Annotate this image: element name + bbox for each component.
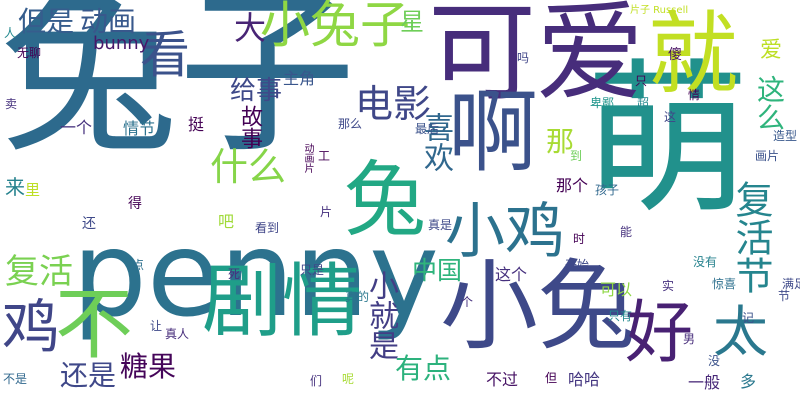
cloud-word: 啊: [448, 80, 538, 185]
cloud-word: 没有: [693, 255, 718, 269]
cloud-word: 鸡: [2, 293, 61, 361]
cloud-word: 复活: [5, 252, 73, 292]
cloud-word: 那个: [556, 176, 589, 195]
cloud-word: 工: [318, 149, 331, 163]
cloud-word: 小兔子: [260, 0, 410, 54]
cloud-word: 最后: [415, 122, 440, 136]
cloud-word: 片: [320, 205, 333, 219]
cloud-word: 时: [573, 232, 586, 246]
cloud-word: 还是: [60, 359, 117, 392]
cloud-word: 男: [683, 332, 696, 346]
cloud-word: 萌: [585, 44, 750, 236]
cloud-word: 动画片: [302, 143, 313, 173]
cloud-word: 片子 Russell: [630, 5, 689, 16]
cloud-word: 一个: [60, 118, 93, 137]
cloud-word: 能: [620, 225, 633, 239]
cloud-word: 给事: [230, 76, 283, 106]
cloud-word: 实: [662, 279, 675, 293]
cloud-word: 好: [625, 294, 694, 373]
cloud-word: 来: [5, 175, 25, 199]
cloud-word: 到: [570, 149, 583, 163]
cloud-word: 挺: [188, 115, 205, 134]
cloud-word: 只: [635, 74, 648, 88]
cloud-word: 可以: [600, 280, 633, 299]
cloud-word: penny: [72, 205, 439, 343]
cloud-word: 太: [713, 300, 769, 364]
cloud-word: 孩子: [595, 183, 620, 197]
cloud-word: 傻: [668, 47, 682, 63]
cloud-word: 情节: [123, 119, 156, 138]
cloud-word: 故事: [237, 105, 262, 149]
cloud-word: 小鸡: [445, 197, 565, 267]
cloud-word: 一般: [688, 373, 721, 392]
cloud-word: 复活节: [729, 180, 773, 294]
cloud-word: 画片: [755, 149, 780, 163]
cloud-word: 开始: [565, 258, 590, 272]
cloud-word: 不是: [3, 372, 28, 386]
cloud-word: 小兔: [440, 250, 637, 364]
cloud-word: 不过: [486, 370, 519, 389]
cloud-word: 这个: [495, 265, 528, 284]
cloud-word: 超: [637, 96, 650, 110]
cloud-word: 那么: [338, 117, 363, 131]
cloud-word: 节: [778, 289, 791, 303]
cloud-word: 没: [708, 354, 721, 368]
cloud-word: 们: [310, 374, 323, 388]
cloud-word: 人: [4, 26, 17, 40]
cloud-word: 那: [546, 125, 575, 158]
cloud-word: 还: [82, 216, 96, 232]
cloud-word: 电影: [355, 82, 432, 126]
cloud-word: 小就是: [363, 270, 398, 360]
cloud-word: 让: [150, 319, 163, 333]
cloud-word: 真人: [165, 327, 190, 341]
cloud-word: 只有: [608, 309, 633, 323]
cloud-word: 真是: [428, 218, 453, 232]
cloud-word: 这么: [753, 75, 786, 131]
cloud-word: 卑鄙: [590, 96, 615, 110]
cloud-word: 满足: [782, 277, 800, 291]
cloud-word: 吗: [517, 51, 530, 65]
cloud-word: 但: [545, 371, 558, 385]
cloud-word: 可爱: [428, 0, 645, 116]
cloud-word: 不: [55, 280, 134, 370]
cloud-word: 剧情: [202, 255, 362, 348]
cloud-word: 动画: [80, 5, 137, 38]
cloud-word: 死: [228, 267, 241, 281]
cloud-word: 这: [664, 110, 677, 124]
cloud-word: 中国: [412, 256, 463, 285]
cloud-word: 卖: [5, 97, 18, 111]
cloud-word: 但是: [18, 5, 75, 38]
cloud-word: 大: [234, 9, 267, 47]
cloud-word: 有点: [395, 352, 452, 385]
cloud-word: 多: [740, 372, 757, 391]
cloud-word: 兔: [344, 153, 427, 248]
cloud-word: 里: [25, 181, 41, 199]
cloud-word: 主角: [283, 69, 316, 88]
cloud-word: 无聊: [17, 46, 42, 60]
cloud-word: 个: [461, 295, 474, 309]
cloud-word: bunny: [93, 33, 150, 54]
cloud-word: 记: [742, 311, 755, 325]
cloud-word: 就: [648, 2, 738, 107]
cloud-word: 看: [140, 26, 190, 84]
cloud-word: 得: [128, 196, 142, 212]
cloud-word: 星: [400, 8, 424, 36]
cloud-word: 吧: [218, 212, 235, 231]
cloud-word: 喜欢: [418, 112, 453, 172]
cloud-word: 真的: [345, 290, 370, 304]
cloud-word: 惊喜: [712, 277, 737, 291]
cloud-word: 糖果: [120, 350, 177, 383]
cloud-word: 情: [688, 88, 701, 102]
cloud-word: 只是: [300, 263, 325, 277]
cloud-word: 造型: [773, 129, 798, 143]
cloud-word: 看到: [255, 221, 280, 235]
cloud-word: 爱: [760, 38, 783, 63]
cloud-word: 什么: [210, 145, 287, 189]
cloud-word: 点: [132, 258, 145, 272]
cloud-word: 兔子: [0, 0, 356, 177]
cloud-word: 哈哈: [568, 370, 601, 389]
cloud-word: 呢: [342, 372, 355, 386]
